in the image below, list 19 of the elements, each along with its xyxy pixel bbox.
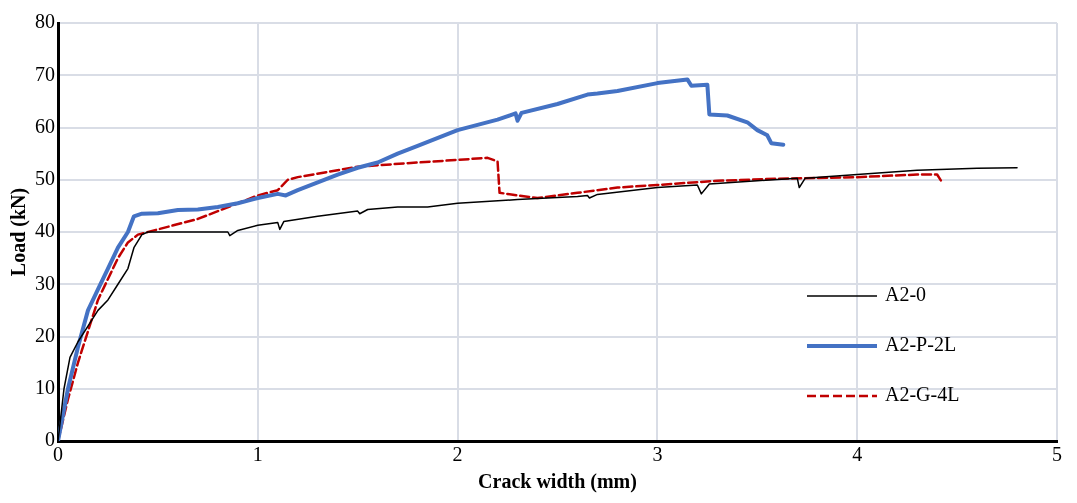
y-tick-label: 50 bbox=[35, 167, 55, 189]
legend-label: A2-P-2L bbox=[885, 333, 957, 356]
y-tick-label: 40 bbox=[35, 219, 55, 242]
x-tick-label: 1 bbox=[252, 443, 263, 466]
y-tick-label: 80 bbox=[35, 10, 55, 33]
x-tick-label: 5 bbox=[1052, 443, 1062, 466]
x-tick-label: 3 bbox=[652, 443, 663, 466]
y-tick-label: 10 bbox=[35, 376, 55, 398]
y-tick-label: 20 bbox=[35, 323, 55, 346]
x-tick-label: 4 bbox=[852, 443, 863, 466]
y-tick-label: 70 bbox=[35, 62, 55, 85]
x-tick-label: 2 bbox=[452, 443, 463, 466]
y-tick-label: 60 bbox=[35, 114, 55, 137]
x-axis-title: Crack width (mm) bbox=[478, 470, 637, 494]
y-tick-label: 30 bbox=[35, 271, 55, 294]
y-tick-label: 0 bbox=[45, 428, 55, 451]
legend-label: A2-0 bbox=[885, 283, 927, 306]
y-axis-title: Load (kN) bbox=[7, 187, 31, 277]
legend-label: A2-G-4L bbox=[885, 383, 960, 406]
